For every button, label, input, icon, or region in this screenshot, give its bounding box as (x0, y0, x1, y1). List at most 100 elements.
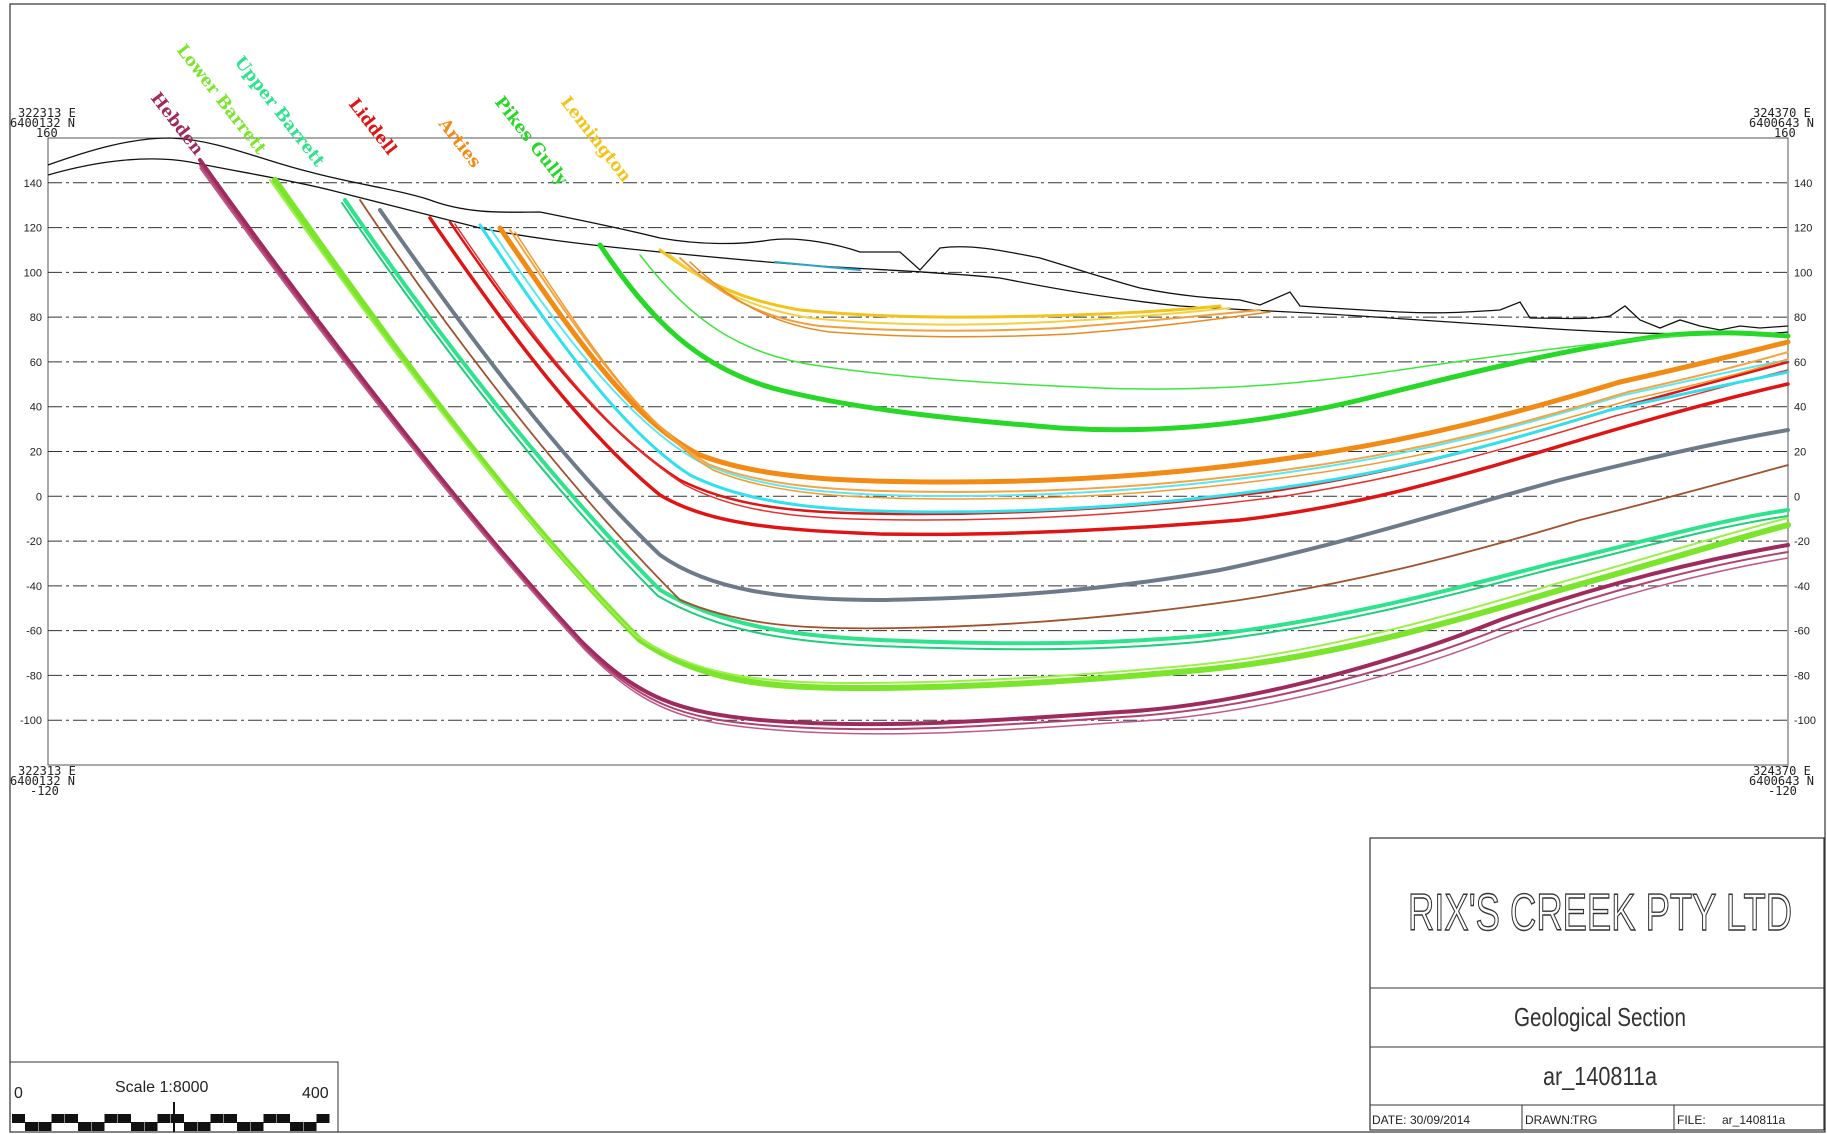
company-name: RIX'S CREEK PTY LTD (1408, 884, 1792, 942)
scale-check-block (131, 1122, 144, 1131)
seam-lower-barrett-line-1 (272, 177, 1791, 692)
seam-cyan-surface-fragment (774, 261, 861, 271)
elevation-tick-label: 80 (1794, 312, 1806, 324)
coord-bottom-left-easting: 322313 E (18, 764, 76, 778)
elevation-tick-label: 60 (1794, 357, 1806, 369)
file-value: ar_140811a (1722, 1113, 1785, 1127)
seam-liddell-line-2 (448, 220, 1790, 516)
seam-lemington-line-3 (679, 257, 1261, 332)
seam-label-hebden: Hebden (146, 89, 207, 159)
scale-check-block (250, 1122, 264, 1131)
scale-check-block (157, 1114, 171, 1123)
scale-check-block (184, 1122, 197, 1131)
scale-check-block (118, 1114, 131, 1123)
elevation-tick-label: 80 (30, 312, 42, 324)
elevation-tick-label: -100 (1794, 715, 1816, 727)
elevation-tick-label: -80 (1794, 670, 1810, 682)
elevation-ticks-right: 140 120 100 80 60 40 20 0 -20 -40 -60 -80 -100 (1794, 178, 1816, 727)
seam-cyan-line-2 (489, 227, 1789, 498)
seam-lemington-line-4 (689, 261, 1271, 338)
scale-bar: 0 Scale 1:8000 400 (9, 1061, 339, 1133)
seam-brown-line (359, 199, 1789, 630)
elevation-tick-label: 140 (24, 178, 42, 190)
file-label: FILE: (1677, 1113, 1706, 1127)
elevation-tick-label: 120 (24, 223, 42, 235)
date-label: DATE: (1372, 1113, 1406, 1127)
scale-end-label: 400 (302, 1085, 329, 1102)
coord-top-right-northing: 6400643 N (1749, 116, 1814, 130)
scale-start-label: 0 (14, 1085, 23, 1102)
drawn-value: TRG (1572, 1113, 1597, 1127)
topography (47, 137, 1789, 335)
elevation-tick-label: -40 (1794, 581, 1810, 593)
coord-bottom-right-easting: 324370 E (1753, 764, 1811, 778)
topography-original-line (47, 158, 1789, 335)
seam-cyan-line-1 (478, 223, 1790, 514)
elevation-tick-label: 0 (1794, 491, 1800, 503)
seam-liddell-line-3 (454, 223, 1789, 521)
scale-check-block (78, 1122, 91, 1131)
seam-lemington-line-1 (658, 248, 1222, 319)
scale-check-block (290, 1122, 303, 1131)
file-code: ar_140811a (1543, 1061, 1657, 1091)
scale-check-block (316, 1114, 330, 1123)
elevation-tick-label: 40 (30, 402, 42, 414)
seam-label-arties: Arties (433, 114, 484, 172)
drawn-label: DRAWN: (1525, 1113, 1573, 1127)
coord-bottom-left-northing: 6400132 N (10, 774, 75, 788)
scale-check-block (65, 1114, 78, 1123)
coord-bottom-right-elev: -120 (1768, 784, 1797, 798)
elevation-tick-label: -40 (26, 581, 42, 593)
seam-curves (198, 158, 1791, 735)
scale-check-block (25, 1122, 38, 1131)
elevation-tick-label: -80 (26, 670, 42, 682)
scale-check-block (12, 1114, 25, 1123)
elevation-tick-label: 20 (30, 447, 42, 459)
seam-lemington-line-2 (669, 254, 1231, 326)
seam-hebden-line-3 (199, 167, 1789, 735)
title-block-frame (1369, 837, 1825, 1131)
scale-check-block (210, 1114, 224, 1123)
elevation-tick-label: 140 (1794, 178, 1812, 190)
scale-check-block (303, 1122, 317, 1131)
coord-top-left-northing: 6400132 N (10, 116, 75, 130)
seam-upper-barrett-line-2 (341, 202, 1789, 651)
scale-check-block (171, 1114, 184, 1123)
elevation-tick-label: 120 (1794, 223, 1812, 235)
elevation-tick-label: 100 (24, 267, 42, 279)
elevation-tick-label: 40 (1794, 402, 1806, 414)
seam-arties-line-3 (514, 231, 1789, 500)
elevation-tick-label: -20 (26, 536, 42, 548)
elevation-ticks-left: 140 120 100 80 60 40 20 0 -20 -40 -60 -80 -100 (20, 178, 42, 727)
coord-top-right-elev: 160 (1774, 126, 1796, 140)
scale-check-block (144, 1122, 158, 1131)
seam-arties-line-2 (509, 229, 1789, 494)
scale-label: Scale 1:8000 (115, 1079, 209, 1096)
elevation-tick-label: -60 (1794, 626, 1810, 638)
scale-check-block (197, 1122, 211, 1131)
section-subtitle: Geological Section (1514, 1002, 1686, 1032)
scale-check-block (224, 1114, 237, 1123)
scale-check-block (263, 1114, 277, 1123)
seam-hebden-line-1 (198, 158, 1790, 727)
seam-upper-barrett-line-1 (343, 198, 1790, 646)
scale-check-block (51, 1114, 65, 1123)
corner-coordinates: 322313 E 6400132 N 160 324370 E 6400643 … (10, 106, 1814, 798)
elevation-tick-label: -100 (20, 715, 42, 727)
elevation-tick-label: 20 (1794, 447, 1806, 459)
scale-check-block (277, 1114, 290, 1123)
sheet-border (9, 3, 1826, 1133)
seam-pikes-gully-line-1 (597, 242, 1791, 433)
seam-hebden-line-2 (199, 164, 1789, 731)
elevation-tick-label: 0 (36, 491, 42, 503)
elevation-tick-label: 60 (30, 357, 42, 369)
coord-top-right-easting: 324370 E (1753, 106, 1811, 120)
coord-bottom-right-northing: 6400643 N (1749, 774, 1814, 788)
scale-check-block (38, 1122, 52, 1131)
scale-check-block (91, 1122, 105, 1131)
coord-top-left-easting: 322313 E (18, 106, 76, 120)
seam-liddell-line-1 (428, 216, 1790, 537)
elevation-tick-label: 100 (1794, 267, 1812, 279)
seam-lower-barrett-line-2 (269, 179, 1789, 685)
